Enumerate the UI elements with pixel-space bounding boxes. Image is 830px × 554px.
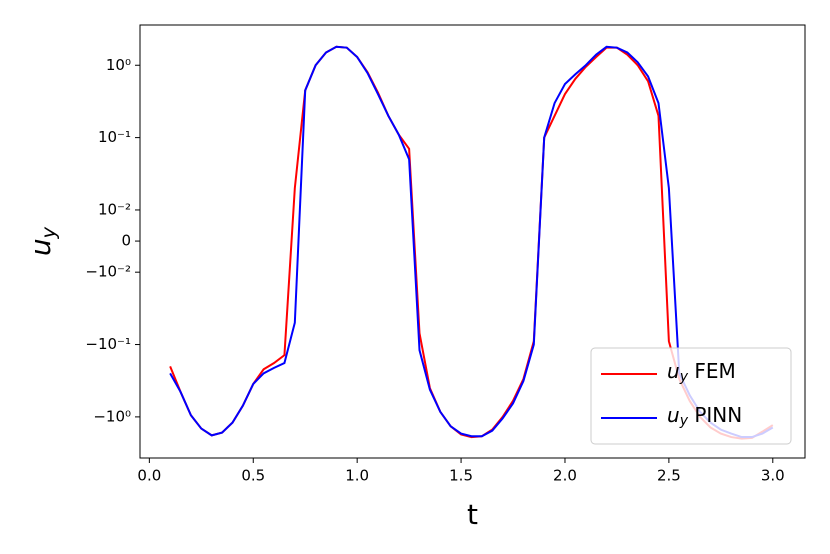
x-axis-label: t [467, 498, 478, 531]
x-tick-label: 1.0 [345, 467, 369, 485]
y-tick-label: 10⁻¹ [98, 128, 131, 146]
x-tick-label: 0.0 [137, 467, 161, 485]
y-tick-label: 10⁻² [98, 200, 131, 218]
legend-box [590, 347, 792, 445]
legend-label: uy PINN [667, 403, 742, 430]
x-tick-label: 3.0 [761, 467, 785, 485]
y-axis-label: uy [24, 226, 60, 256]
x-tick-label: 1.5 [449, 467, 473, 485]
line [169, 45, 774, 439]
y-tick-label: −10⁰ [93, 407, 131, 425]
x-tick-label: 2.5 [657, 467, 681, 485]
y-tick-label: 0 [121, 232, 131, 250]
y-tick-label: −10⁻² [85, 263, 131, 281]
x-tick-label: 2.0 [553, 467, 577, 485]
x-tick-label: 0.5 [241, 467, 265, 485]
y-tick-label: 10⁰ [106, 56, 131, 74]
y-tick-label: −10⁻¹ [85, 335, 131, 353]
legend-label: uy FEM [667, 359, 736, 386]
